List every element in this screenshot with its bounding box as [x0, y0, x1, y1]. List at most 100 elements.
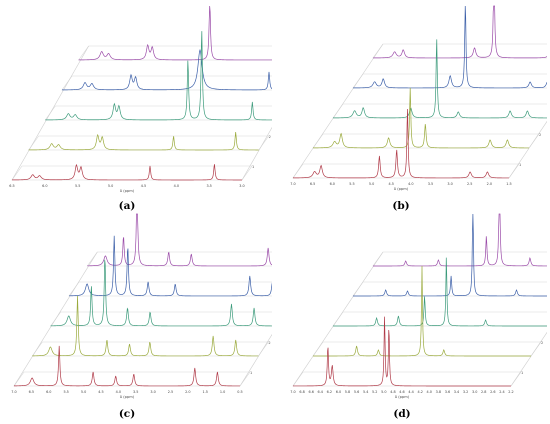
spectrum-trace [12, 163, 242, 181]
x-tick-label: 2.5 [168, 390, 173, 394]
trace-label: 1 [250, 371, 252, 375]
spectra-panel: 543217.06.86.66.46.26.05.85.65.45.25.04.… [279, 212, 547, 424]
x-tick-label: 5.6 [354, 390, 359, 394]
x-axis-label: δ (ppm) [119, 189, 135, 193]
x-tick-label: 4.5 [388, 182, 393, 186]
trace-floor [332, 103, 547, 119]
x-tick-label: 5.5 [75, 184, 80, 188]
x-axis-label: δ (ppm) [119, 395, 135, 399]
spectrum-trace [333, 257, 547, 327]
x-axis-label: δ (ppm) [393, 187, 409, 191]
x-tick-label: 2.0 [185, 390, 190, 394]
x-tick-label: 1.0 [220, 390, 225, 394]
x-tick-label: 4.5 [98, 390, 103, 394]
x-tick-label: 5.0 [81, 390, 86, 394]
grid-edge [510, 331, 547, 387]
trace-label: 1 [519, 163, 521, 167]
trace-floor [372, 251, 547, 267]
x-tick-label: 5.2 [372, 390, 377, 394]
x-tick-label: 4.4 [408, 390, 413, 394]
x-tick-label: 3.8 [436, 390, 441, 394]
x-tick-label: 3.0 [447, 182, 452, 186]
x-tick-label: 6.0 [46, 390, 51, 394]
x-tick-label: 4.0 [174, 184, 179, 188]
spectrum-trace [50, 259, 272, 327]
trace-label: 2 [269, 135, 271, 139]
grid-edge [508, 120, 547, 179]
x-tick-label: 3.6 [445, 390, 450, 394]
x-tick-label: 3.4 [454, 390, 459, 394]
trace-floor [44, 105, 272, 121]
x-tick-label: 5.5 [63, 390, 68, 394]
x-tick-label: 6.4 [318, 390, 323, 394]
x-tick-label: 5.4 [363, 390, 368, 394]
x-tick-label: 3.2 [463, 390, 468, 394]
x-tick-label: 3.0 [150, 390, 155, 394]
panel-caption: (d) [393, 408, 411, 420]
x-tick-label: 6.0 [336, 390, 341, 394]
x-tick-label: 2.8 [481, 390, 486, 394]
stacked-nmr-plot: 543217.06.86.66.46.26.05.85.65.45.25.04.… [290, 213, 547, 394]
spectrum-trace [68, 235, 272, 297]
spectrum-trace [373, 5, 547, 59]
spectra-panel: 543217.06.56.05.55.04.54.03.53.02.52.01.… [279, 4, 547, 216]
x-tick-label: 5.0 [381, 390, 386, 394]
x-tick-label: 5.0 [369, 182, 374, 186]
grid-edge [11, 45, 89, 181]
spectrum-trace [313, 265, 531, 357]
x-tick-label: 1.5 [506, 182, 511, 186]
trace-floor [78, 45, 272, 61]
grid-edge [13, 251, 98, 387]
trace-label: 2 [541, 341, 543, 345]
x-tick-label: 3.0 [239, 184, 244, 188]
x-tick-label: 5.0 [108, 184, 113, 188]
x-tick-label: 3.0 [472, 390, 477, 394]
spectrum-trace [45, 31, 272, 121]
x-tick-label: 5.8 [345, 390, 350, 394]
stacked-nmr-plot: 543217.06.56.05.55.04.54.03.53.02.52.01.… [11, 213, 272, 394]
x-tick-label: 5.5 [349, 182, 354, 186]
x-tick-label: 0.5 [237, 390, 242, 394]
grid-edge [239, 333, 272, 387]
trace-label: 1 [521, 371, 523, 375]
x-tick-label: 4.2 [417, 390, 422, 394]
x-tick-label: 6.2 [327, 390, 332, 394]
x-tick-label: 6.0 [330, 182, 335, 186]
x-tick-label: 7.0 [11, 390, 16, 394]
trace-floor [332, 311, 547, 327]
x-tick-label: 4.0 [116, 390, 121, 394]
x-tick-label: 2.0 [487, 182, 492, 186]
spectrum-trace [32, 295, 259, 357]
stacked-nmr-plot: 543216.56.05.55.04.54.03.53.0 [9, 5, 272, 188]
grid-edge [292, 251, 384, 387]
x-tick-label: 6.5 [310, 182, 315, 186]
x-tick-label: 4.0 [408, 182, 413, 186]
spectrum-trace [61, 48, 272, 91]
trace-floor [312, 341, 542, 357]
panel-caption: (a) [118, 200, 136, 212]
panel-caption: (c) [118, 408, 136, 420]
spectrum-trace [292, 108, 509, 179]
trace-floor [50, 311, 272, 327]
x-tick-label: 4.0 [427, 390, 432, 394]
trace-label: 2 [268, 341, 270, 345]
grid-edge [241, 126, 272, 181]
x-tick-label: 6.5 [29, 390, 34, 394]
x-tick-label: 6.5 [9, 184, 14, 188]
x-tick-label: 2.4 [499, 390, 504, 394]
spectrum-trace [332, 39, 547, 119]
x-tick-label: 7.0 [290, 182, 295, 186]
grid-edge [292, 43, 384, 179]
spectrum-trace [313, 87, 529, 149]
panel-caption: (b) [392, 200, 410, 212]
trace-floor [28, 135, 270, 151]
trace-floor [68, 281, 272, 297]
spectrum-trace [373, 213, 547, 267]
trace-label: 2 [539, 133, 541, 137]
trace-floor [11, 165, 253, 181]
spectrum-trace [13, 345, 240, 387]
spectra-panel: 543217.06.56.05.55.04.54.03.53.02.52.01.… [4, 212, 272, 424]
stacked-nmr-plot: 543217.06.56.05.55.04.54.03.53.02.52.01.… [290, 5, 547, 186]
spectrum-trace [28, 131, 259, 151]
x-tick-label: 4.6 [399, 390, 404, 394]
